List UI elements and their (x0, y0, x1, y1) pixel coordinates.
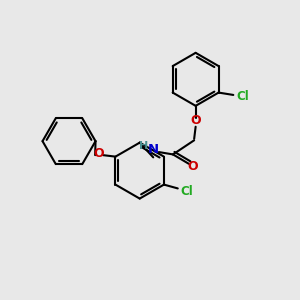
Text: Cl: Cl (236, 90, 249, 103)
Text: O: O (94, 147, 104, 160)
Text: O: O (188, 160, 198, 173)
Text: O: O (190, 114, 201, 127)
Text: Cl: Cl (180, 184, 193, 198)
Text: N: N (148, 143, 159, 156)
Text: H: H (139, 141, 148, 151)
